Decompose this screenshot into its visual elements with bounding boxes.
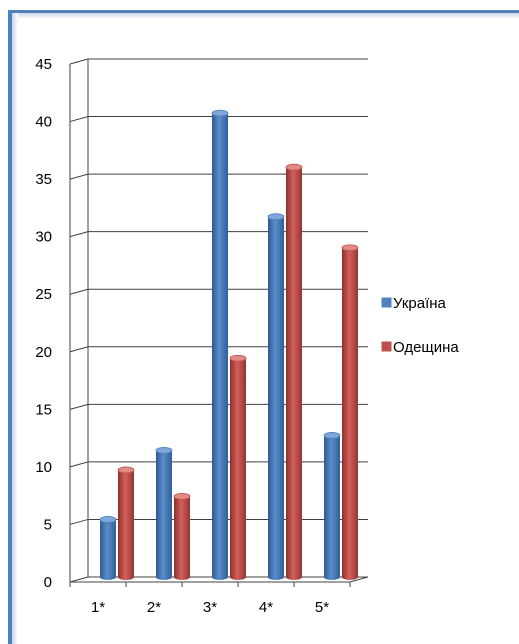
y-tick-labels: 0 5 10 15 20 25 30 35 40 45 xyxy=(35,56,52,591)
legend-swatch xyxy=(381,341,392,352)
frame-shadow-left xyxy=(12,13,18,644)
bar-odeshchyna-4 xyxy=(285,163,303,580)
y-tick-label: 15 xyxy=(35,401,52,418)
frame-shadow-top xyxy=(12,13,519,19)
frame-border-left xyxy=(8,10,12,644)
y-tick-label: 25 xyxy=(35,286,52,303)
axes xyxy=(69,59,369,587)
bar-ukraine-4 xyxy=(267,213,285,581)
y-tick-label: 30 xyxy=(35,229,52,246)
bar-odeshchyna-3 xyxy=(229,354,247,580)
x-tick-label: 1* xyxy=(91,599,105,616)
x-tick-label: 4* xyxy=(259,599,273,616)
x-tick-label: 5* xyxy=(315,599,329,616)
x-tick-labels: 1* 2* 3* 4* 5* xyxy=(91,599,329,616)
bar-odeshchyna-2 xyxy=(173,493,191,580)
x-tick-label: 3* xyxy=(203,599,217,616)
y-tick-label: 35 xyxy=(35,171,52,188)
legend-item: Одещина xyxy=(381,339,459,356)
bar-ukraine-1 xyxy=(99,516,117,580)
legend-item: Україна xyxy=(381,295,447,312)
y-tick-label: 10 xyxy=(35,459,52,476)
legend-label: Одещина xyxy=(393,339,459,356)
bar-ukraine-5 xyxy=(323,432,341,580)
bar-ukraine-2 xyxy=(155,446,173,580)
legend: Україна Одещина xyxy=(381,295,459,356)
y-tick-label: 0 xyxy=(44,574,52,591)
y-tick-label: 40 xyxy=(35,114,52,131)
gridline xyxy=(69,58,368,65)
x-tick-label: 2* xyxy=(147,599,161,616)
frame-border-top xyxy=(8,10,519,13)
y-tick-label: 45 xyxy=(35,56,52,73)
y-tick-label: 20 xyxy=(35,344,52,361)
y-tick-label: 5 xyxy=(44,516,52,533)
bar-odeshchyna-1 xyxy=(117,466,135,580)
legend-label: Україна xyxy=(393,295,447,312)
bars xyxy=(99,109,359,581)
bar-ukraine-3 xyxy=(211,109,229,580)
bar-odeshchyna-5 xyxy=(341,244,359,580)
legend-swatch xyxy=(381,297,392,308)
